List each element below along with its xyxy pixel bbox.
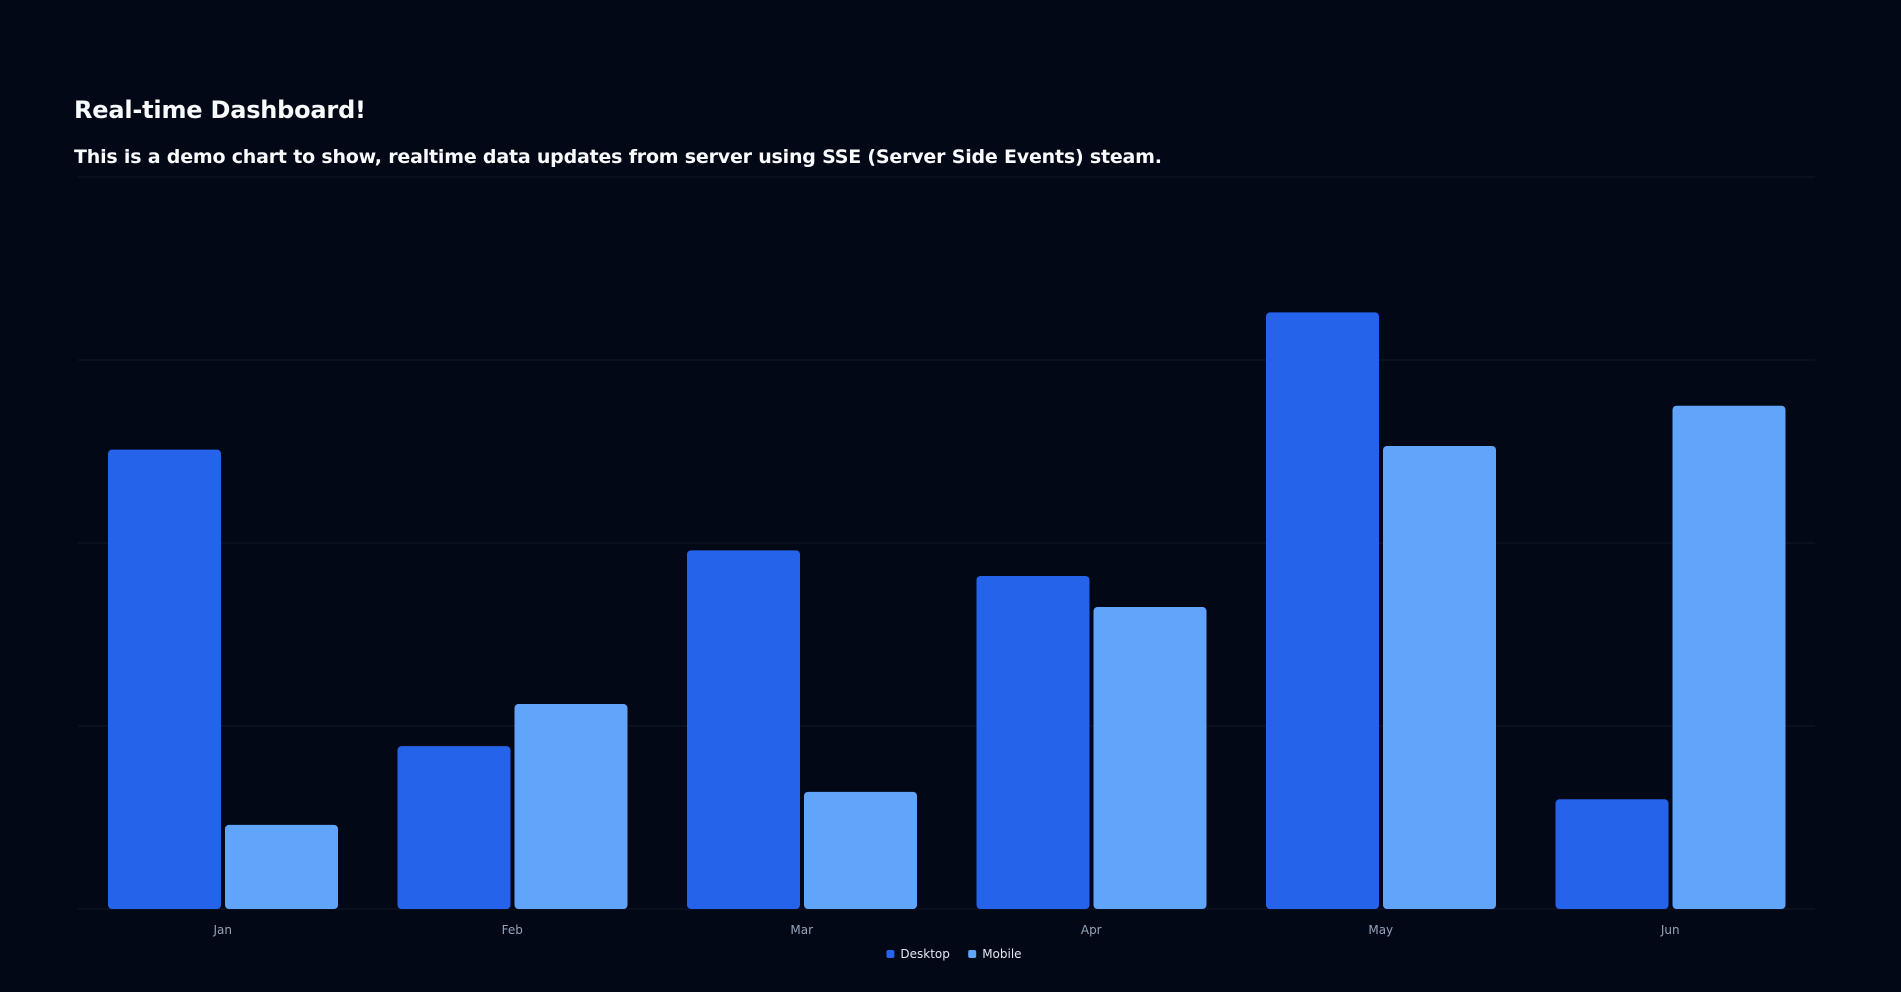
legend-swatch-desktop: [886, 950, 895, 958]
bar-desktop-feb[interactable]: [397, 746, 511, 909]
x-tick-label: Apr: [1081, 923, 1102, 937]
bar-desktop-mar[interactable]: [687, 550, 800, 909]
x-tick-label: Feb: [502, 923, 523, 937]
bar-desktop-may[interactable]: [1266, 312, 1379, 909]
x-tick-label: May: [1368, 923, 1393, 937]
bar-mobile-may[interactable]: [1383, 446, 1496, 909]
legend-label-mobile: Mobile: [982, 947, 1021, 961]
legend-label-desktop: Desktop: [900, 947, 950, 961]
x-tick-label: Jun: [1660, 923, 1680, 937]
page-title: Real-time Dashboard!: [74, 96, 366, 124]
legend-swatch-mobile: [968, 950, 977, 958]
bar-mobile-apr[interactable]: [1093, 607, 1207, 909]
bar-desktop-jan[interactable]: [108, 449, 221, 909]
bar-mobile-jan[interactable]: [225, 824, 338, 909]
bar-desktop-jun[interactable]: [1555, 799, 1669, 909]
bar-mobile-mar[interactable]: [804, 791, 917, 909]
bar-desktop-apr[interactable]: [976, 575, 1090, 909]
x-tick-label: Mar: [790, 923, 813, 937]
x-tick-label: Jan: [213, 923, 233, 937]
page-subtitle: This is a demo chart to show, realtime d…: [74, 146, 1162, 168]
bar-mobile-jun[interactable]: [1672, 405, 1786, 909]
bar-mobile-feb[interactable]: [514, 704, 628, 909]
